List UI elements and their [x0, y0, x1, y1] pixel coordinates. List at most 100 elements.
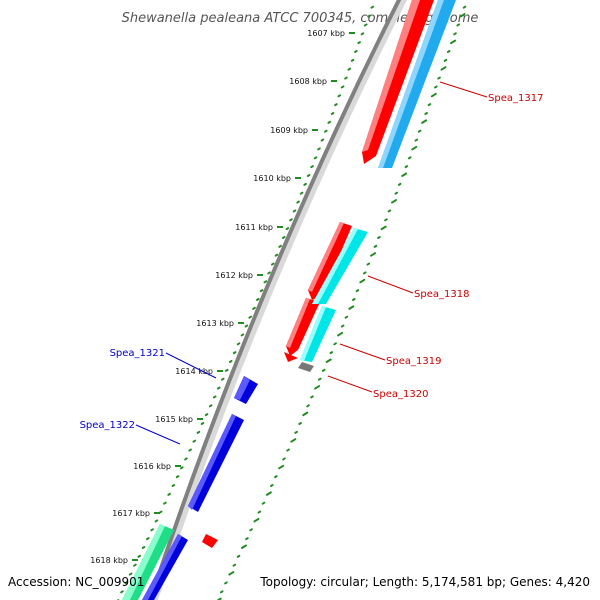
- dot-mark-left: [192, 439, 197, 443]
- dot-mark-right: [249, 528, 253, 532]
- dot-mark-right: [317, 377, 322, 381]
- dot-mark-right: [294, 430, 298, 434]
- dot-mark-right: [387, 209, 392, 213]
- dot-mark-right: [397, 182, 402, 186]
- dot-mark-left: [310, 165, 314, 169]
- forward-gene-small-bottom[interactable]: [202, 534, 218, 548]
- dot-mark-left: [196, 430, 201, 434]
- dot-mark-right: [421, 119, 428, 124]
- dot-mark-right: [384, 218, 388, 222]
- dot-mark-right: [440, 66, 447, 71]
- dot-mark-left: [224, 368, 229, 372]
- dot-mark-left: [200, 422, 205, 425]
- dot-mark-right: [443, 58, 448, 62]
- gene-label-spea-1321[interactable]: Spea_1321: [110, 348, 165, 359]
- cyan-gene-spea-1319[interactable]: [300, 306, 336, 362]
- dot-mark-right: [329, 351, 334, 355]
- dot-mark-left: [317, 147, 321, 151]
- kbp-tick-label: 1612 kbp: [215, 271, 253, 280]
- dot-mark-right: [257, 510, 262, 514]
- dot-mark-right: [362, 271, 367, 275]
- dot-mark-left: [171, 484, 176, 487]
- reverse-gene-bottom[interactable]: [142, 534, 188, 600]
- forward-gene-spea-1317[interactable]: [362, 0, 434, 164]
- dot-mark-left: [128, 572, 133, 576]
- dot-mark-right: [373, 244, 378, 248]
- dot-mark-right: [424, 112, 428, 115]
- kbp-tick-label: 1615 kbp: [155, 415, 193, 424]
- gene-label-spea-1322[interactable]: Spea_1322: [80, 420, 135, 431]
- forward-gene-spea-1318[interactable]: [308, 222, 352, 300]
- green-gene-bottom[interactable]: [122, 524, 174, 600]
- dot-mark-left: [167, 492, 171, 496]
- dot-mark-left: [133, 563, 137, 567]
- gene-spea-1320[interactable]: [298, 362, 314, 372]
- dot-mark-right: [278, 464, 285, 470]
- accession-label: Accession: NC_009901: [8, 575, 144, 589]
- kbp-tick-label: 1614 kbp: [175, 367, 213, 376]
- dot-mark-left: [292, 209, 297, 213]
- dot-mark-right: [394, 191, 399, 195]
- dot-mark-right: [348, 305, 355, 310]
- gene-label-spea-1317[interactable]: Spea_1317: [488, 93, 543, 104]
- dot-mark-left: [344, 76, 348, 80]
- dot-mark-left: [320, 138, 325, 142]
- gene-label-spea-1320[interactable]: Spea_1320: [373, 389, 428, 400]
- dot-mark-right: [391, 199, 398, 204]
- dot-mark-left: [212, 395, 217, 399]
- dot-mark-left: [220, 377, 225, 381]
- dot-mark-right: [411, 145, 418, 151]
- kbp-tick-label: 1611 kbp: [235, 223, 273, 232]
- dot-mark-left: [299, 191, 304, 195]
- dot-mark-left: [357, 41, 361, 45]
- dot-mark-right: [437, 76, 441, 80]
- kbp-tick-label: 1608 kbp: [289, 77, 327, 86]
- dot-mark-right: [325, 358, 332, 363]
- dot-mark-left: [120, 590, 124, 594]
- dot-mark-right: [380, 225, 387, 231]
- forward-gene-spea-1319[interactable]: [286, 298, 320, 356]
- dot-mark-right: [434, 85, 438, 89]
- dot-mark-left: [334, 103, 338, 107]
- dot-mark-left: [306, 174, 311, 177]
- dot-mark-left: [163, 501, 167, 505]
- dot-mark-right: [401, 172, 408, 177]
- dot-mark-right: [321, 368, 326, 372]
- dot-mark-right: [253, 517, 260, 523]
- dot-mark-left: [354, 50, 358, 53]
- gc-content-dot-track-left: [116, 5, 375, 600]
- dot-mark-left: [255, 298, 260, 301]
- dot-mark-left: [259, 289, 264, 293]
- dot-mark-left: [204, 413, 209, 417]
- dot-mark-right: [236, 554, 241, 558]
- kbp-tick-labels: 1607 kbp 1608 kbp 1609 kbp 1610 kbp 1611 kbp…: [90, 29, 355, 565]
- kbp-tick-label: 1616 kbp: [133, 462, 171, 471]
- cyan-gene-spea-1318[interactable]: [312, 228, 368, 304]
- dot-mark-left: [337, 94, 342, 98]
- dot-mark-right: [228, 571, 235, 576]
- kbp-tick-label: 1609 kbp: [270, 126, 308, 135]
- dot-mark-right: [427, 103, 432, 107]
- kbp-tick-label: 1607 kbp: [307, 29, 345, 38]
- dot-mark-right: [355, 289, 360, 293]
- gene-label-spea-1319[interactable]: Spea_1319: [386, 356, 441, 367]
- gene-label-spea-1318[interactable]: Spea_1318: [414, 289, 469, 300]
- reverse-gene-spea-1317-cyan[interactable]: [378, 0, 456, 168]
- reverse-gene-spea-1321[interactable]: [234, 376, 258, 404]
- forward-gene-spea-1319-small[interactable]: [284, 352, 298, 362]
- dot-mark-right: [462, 5, 467, 9]
- dot-mark-right: [265, 491, 272, 496]
- dot-mark-left: [263, 280, 268, 284]
- dot-mark-left: [124, 581, 129, 585]
- genome-backbone: [148, 0, 408, 600]
- dot-mark-right: [417, 129, 422, 133]
- kbp-tick-label: 1613 kbp: [196, 319, 234, 328]
- dot-mark-right: [450, 39, 457, 45]
- dot-mark-left: [137, 554, 142, 558]
- dot-mark-left: [313, 156, 318, 160]
- dot-mark-left: [228, 360, 233, 363]
- dot-mark-right: [224, 581, 228, 585]
- reverse-gene-spea-1322[interactable]: [188, 414, 244, 512]
